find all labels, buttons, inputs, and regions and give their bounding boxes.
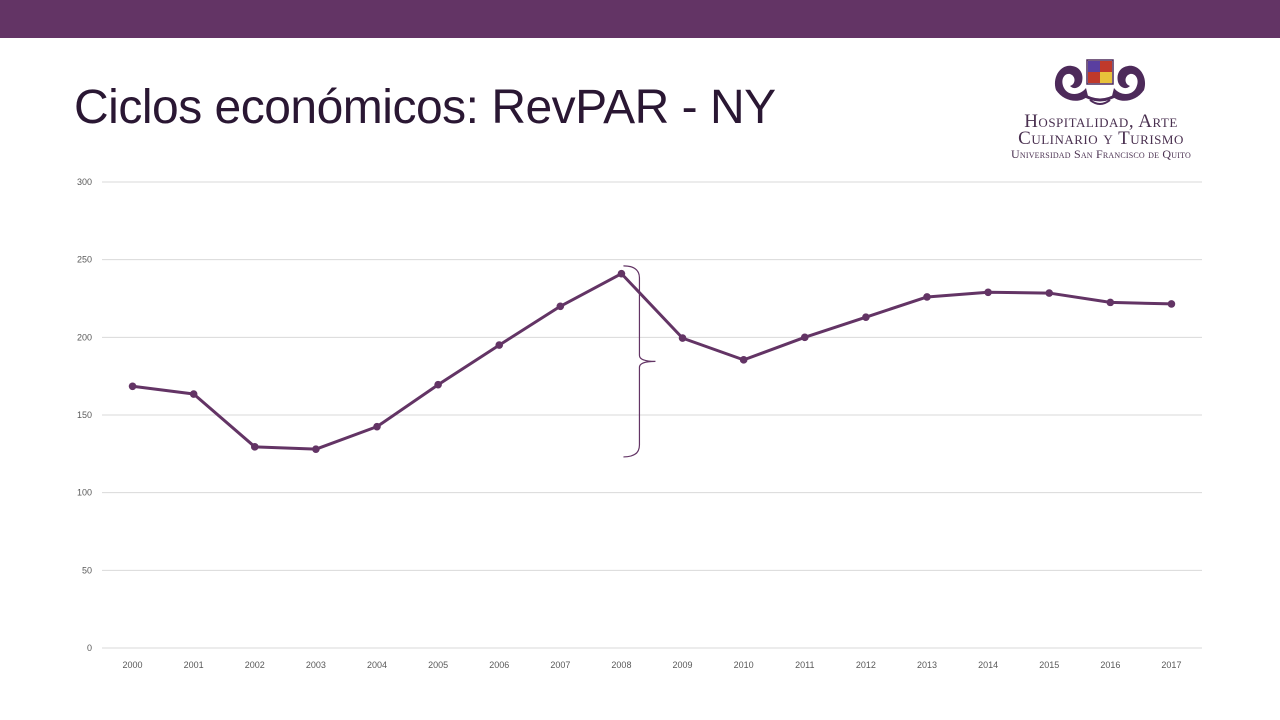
data-point-2013: [923, 293, 931, 301]
y-tick-50: 50: [82, 565, 92, 575]
y-tick-0: 0: [87, 643, 92, 653]
x-tick-2003: 2003: [306, 660, 326, 670]
data-point-2008: [617, 269, 626, 278]
y-tick-150: 150: [77, 410, 92, 420]
annotation-bracket: [623, 265, 656, 458]
x-tick-2013: 2013: [917, 660, 937, 670]
data-point-2007: [556, 302, 565, 311]
y-tick-300: 300: [77, 177, 92, 187]
y-tick-200: 200: [77, 332, 92, 342]
y-tick-100: 100: [77, 488, 92, 498]
bracket-shape: [623, 265, 656, 458]
x-tick-2012: 2012: [856, 660, 876, 670]
y-tick-250: 250: [77, 255, 92, 265]
data-point-2016: [1106, 298, 1115, 307]
data-point-2003: [312, 445, 320, 453]
logo-text-line1: Hospitalidad, Arte: [1024, 111, 1178, 132]
dragon-crest-icon: [1054, 59, 1146, 105]
data-point-2002: [250, 443, 259, 451]
data-point-2010: [739, 356, 748, 364]
data-point-2011: [800, 333, 809, 342]
series-revpar: [128, 269, 1176, 453]
data-point-2015: [1045, 289, 1054, 297]
x-tick-2015: 2015: [1039, 660, 1059, 670]
x-tick-2002: 2002: [245, 660, 265, 670]
data-point-2006: [495, 341, 504, 349]
x-tick-labels: 2000 2001 2002 2003 2004 2005 2006 2007 2008 2009…: [123, 660, 1182, 670]
x-tick-2000: 2000: [123, 660, 143, 670]
data-point-2014: [984, 288, 992, 297]
x-tick-2011: 2011: [795, 660, 814, 670]
x-tick-2005: 2005: [428, 660, 448, 670]
y-tick-labels: 0 50 100 150 200 250 300: [77, 177, 92, 653]
x-tick-2004: 2004: [367, 660, 387, 670]
x-tick-2001: 2001: [184, 660, 204, 670]
data-point-2004: [373, 422, 381, 431]
data-point-2009: [678, 334, 687, 342]
top-bar: [0, 0, 1280, 38]
x-tick-2009: 2009: [673, 660, 693, 670]
logo-text-line3: Universidad San Francisco de Quito: [1011, 147, 1191, 161]
gridlines: [102, 181, 1202, 649]
x-tick-2007: 2007: [550, 660, 570, 670]
x-tick-2014: 2014: [978, 660, 998, 670]
data-point-2012: [862, 313, 870, 321]
x-tick-2017: 2017: [1161, 660, 1181, 670]
x-tick-2016: 2016: [1100, 660, 1120, 670]
series-line-0: [132, 272, 1172, 451]
x-tick-2006: 2006: [489, 660, 509, 670]
data-point-2000: [128, 382, 137, 391]
data-point-2005: [434, 380, 442, 389]
logo-text-line2: Culinario y Turismo: [1018, 128, 1184, 149]
slide-title: Ciclos económicos: RevPAR - NY: [74, 81, 776, 134]
x-tick-2008: 2008: [611, 660, 631, 670]
x-tick-2010: 2010: [734, 660, 754, 670]
data-point-2017: [1167, 300, 1176, 308]
university-logo: Hospitalidad, Arte Culinario y Turismo U…: [990, 56, 1212, 161]
data-point-2001: [189, 390, 198, 398]
